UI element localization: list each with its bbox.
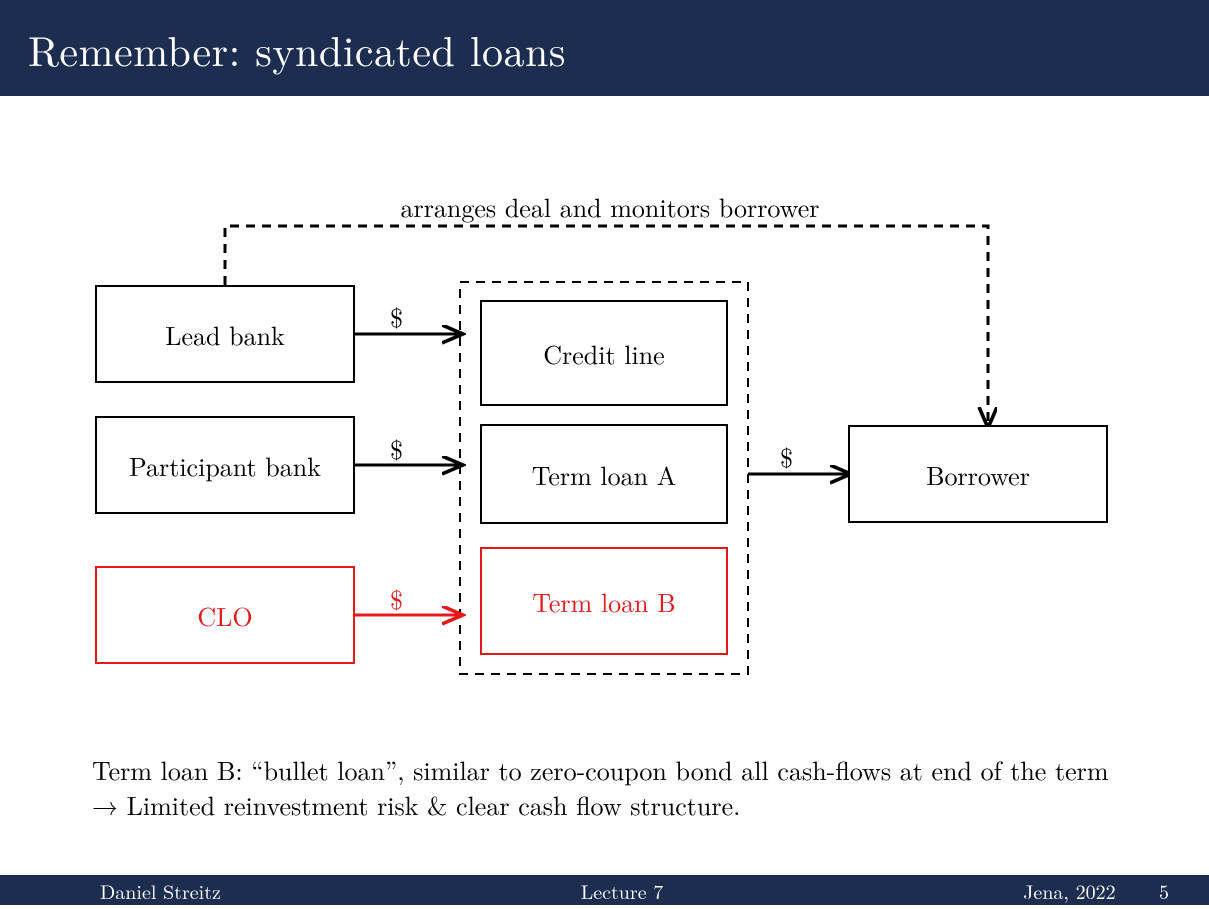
- node-label: Lead bank: [165, 316, 285, 353]
- node-label: Borrower: [926, 456, 1030, 493]
- arrow-label: $: [780, 438, 793, 475]
- node-participant-bank: Participant bank: [95, 416, 355, 514]
- diagram-area: arranges deal and monitors borrower Lead…: [0, 0, 1209, 909]
- node-term-loan-a: Term loan A: [480, 424, 728, 524]
- node-term-loan-b: Term loan B: [480, 547, 728, 655]
- footer-author: Daniel Streitz: [0, 876, 221, 905]
- arrow-label: $: [390, 580, 403, 617]
- node-borrower: Borrower: [848, 425, 1108, 523]
- node-lead-bank: Lead bank: [95, 285, 355, 383]
- node-label: CLO: [197, 597, 252, 634]
- node-clo: CLO: [95, 566, 355, 664]
- node-label: Term loan B: [532, 583, 675, 620]
- dashed-arrow-label: arranges deal and monitors borrower: [300, 188, 920, 225]
- node-label: Participant bank: [129, 447, 321, 484]
- arrow-label: $: [390, 298, 403, 335]
- arrow-label: $: [390, 430, 403, 467]
- footer-page: 5: [1159, 876, 1169, 905]
- node-label: Term loan A: [532, 456, 677, 493]
- slide-footer: Daniel Streitz Lecture 7 Jena, 2022 5: [0, 875, 1209, 905]
- caption-text: Term loan B: “bullet loan”, similar to z…: [92, 752, 1122, 822]
- footer-center: Lecture 7: [221, 876, 1023, 905]
- node-credit-line: Credit line: [480, 300, 728, 406]
- node-label: Credit line: [543, 335, 664, 372]
- footer-location: Jena, 2022: [1023, 876, 1116, 905]
